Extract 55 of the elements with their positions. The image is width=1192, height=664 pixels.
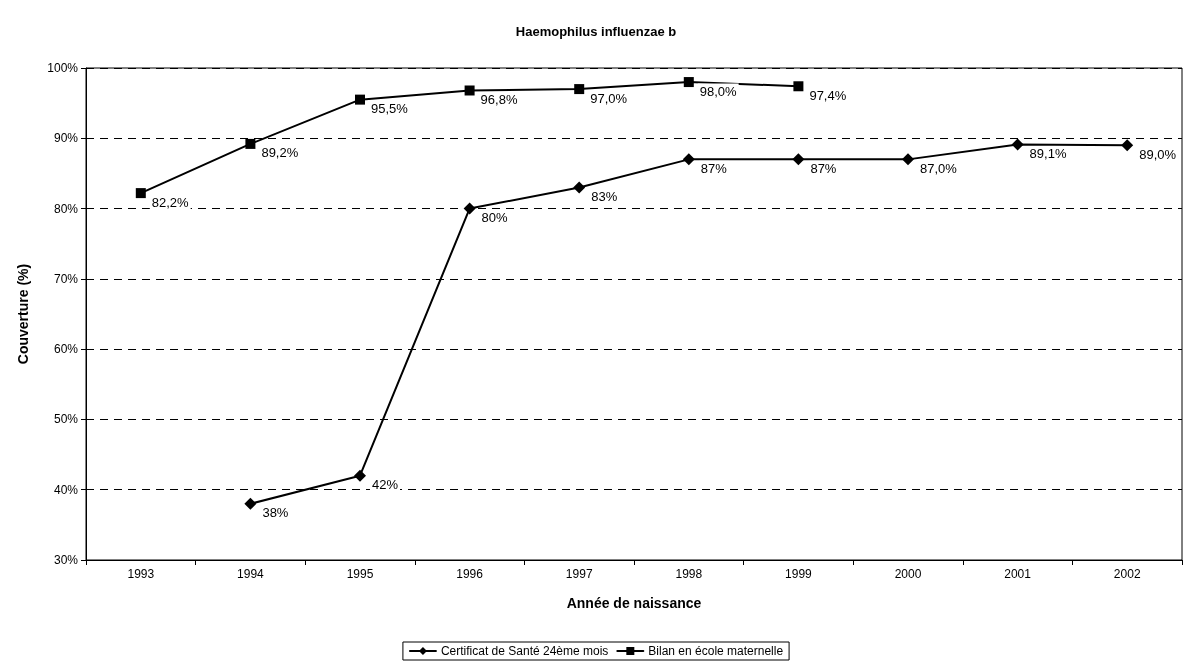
point — [1011, 138, 1024, 151]
data-label: 42% — [372, 477, 399, 493]
point — [574, 84, 585, 95]
y-tick-label: 40% — [53, 482, 79, 497]
point — [245, 138, 256, 149]
point — [464, 85, 475, 96]
data-label: 97,0% — [590, 90, 628, 106]
chart-title: Haemophilus influenzae b — [515, 24, 677, 39]
y-tick-label: 70% — [53, 271, 79, 286]
x-tick-label: 1994 — [237, 567, 265, 581]
x-axis-title: Année de naissance — [566, 595, 702, 611]
data-label: 87% — [700, 160, 728, 176]
point — [135, 188, 146, 199]
point — [355, 94, 365, 105]
legend-label: Certificat de Santé 24ème mois — [440, 644, 609, 658]
data-label: 89,1% — [1029, 146, 1067, 162]
data-label: 96,8% — [480, 91, 518, 107]
x-tick-label: 1997 — [565, 567, 593, 581]
data-label: 80% — [481, 210, 509, 226]
data-label: 82,2% — [151, 194, 190, 210]
y-tick-label: 80% — [53, 201, 79, 216]
y-tick-label: 30% — [53, 553, 79, 567]
point — [793, 81, 804, 92]
x-tick-label: 1993 — [127, 567, 155, 581]
point — [792, 153, 805, 166]
y-tick-label: 60% — [53, 342, 79, 357]
point — [1121, 139, 1134, 152]
point — [902, 153, 914, 166]
y-tick-label: 90% — [53, 131, 79, 146]
point — [683, 77, 694, 88]
point — [244, 497, 257, 510]
point — [463, 202, 476, 215]
x-tick-label: 1996 — [456, 567, 484, 581]
x-tick-label: 2001 — [1004, 567, 1032, 581]
x-tick-label: 1998 — [675, 567, 703, 581]
x-tick-label: 1995 — [346, 567, 374, 581]
data-label: 87% — [810, 160, 837, 176]
x-tick-label: 2000 — [894, 567, 922, 581]
data-label: 38% — [262, 505, 289, 521]
data-label: 98,0% — [699, 83, 738, 99]
data-label: 89,2% — [261, 145, 299, 161]
data-label: 87,0% — [920, 160, 958, 176]
x-tick-label: 1999 — [785, 567, 813, 581]
data-label: 95,5% — [371, 101, 409, 117]
y-tick-label: 100% — [47, 61, 79, 75]
point — [682, 153, 695, 166]
y-tick-label: 50% — [53, 412, 79, 427]
data-label: 83% — [591, 188, 618, 204]
data-label: 97,4% — [809, 87, 847, 103]
data-label: 89,0% — [1139, 146, 1177, 162]
legend-label: Bilan en école maternelle — [648, 644, 784, 658]
y-axis-title: Couverture (%) — [15, 263, 31, 365]
point — [354, 469, 366, 482]
point — [573, 181, 586, 194]
x-tick-label: 2002 — [1113, 567, 1141, 581]
